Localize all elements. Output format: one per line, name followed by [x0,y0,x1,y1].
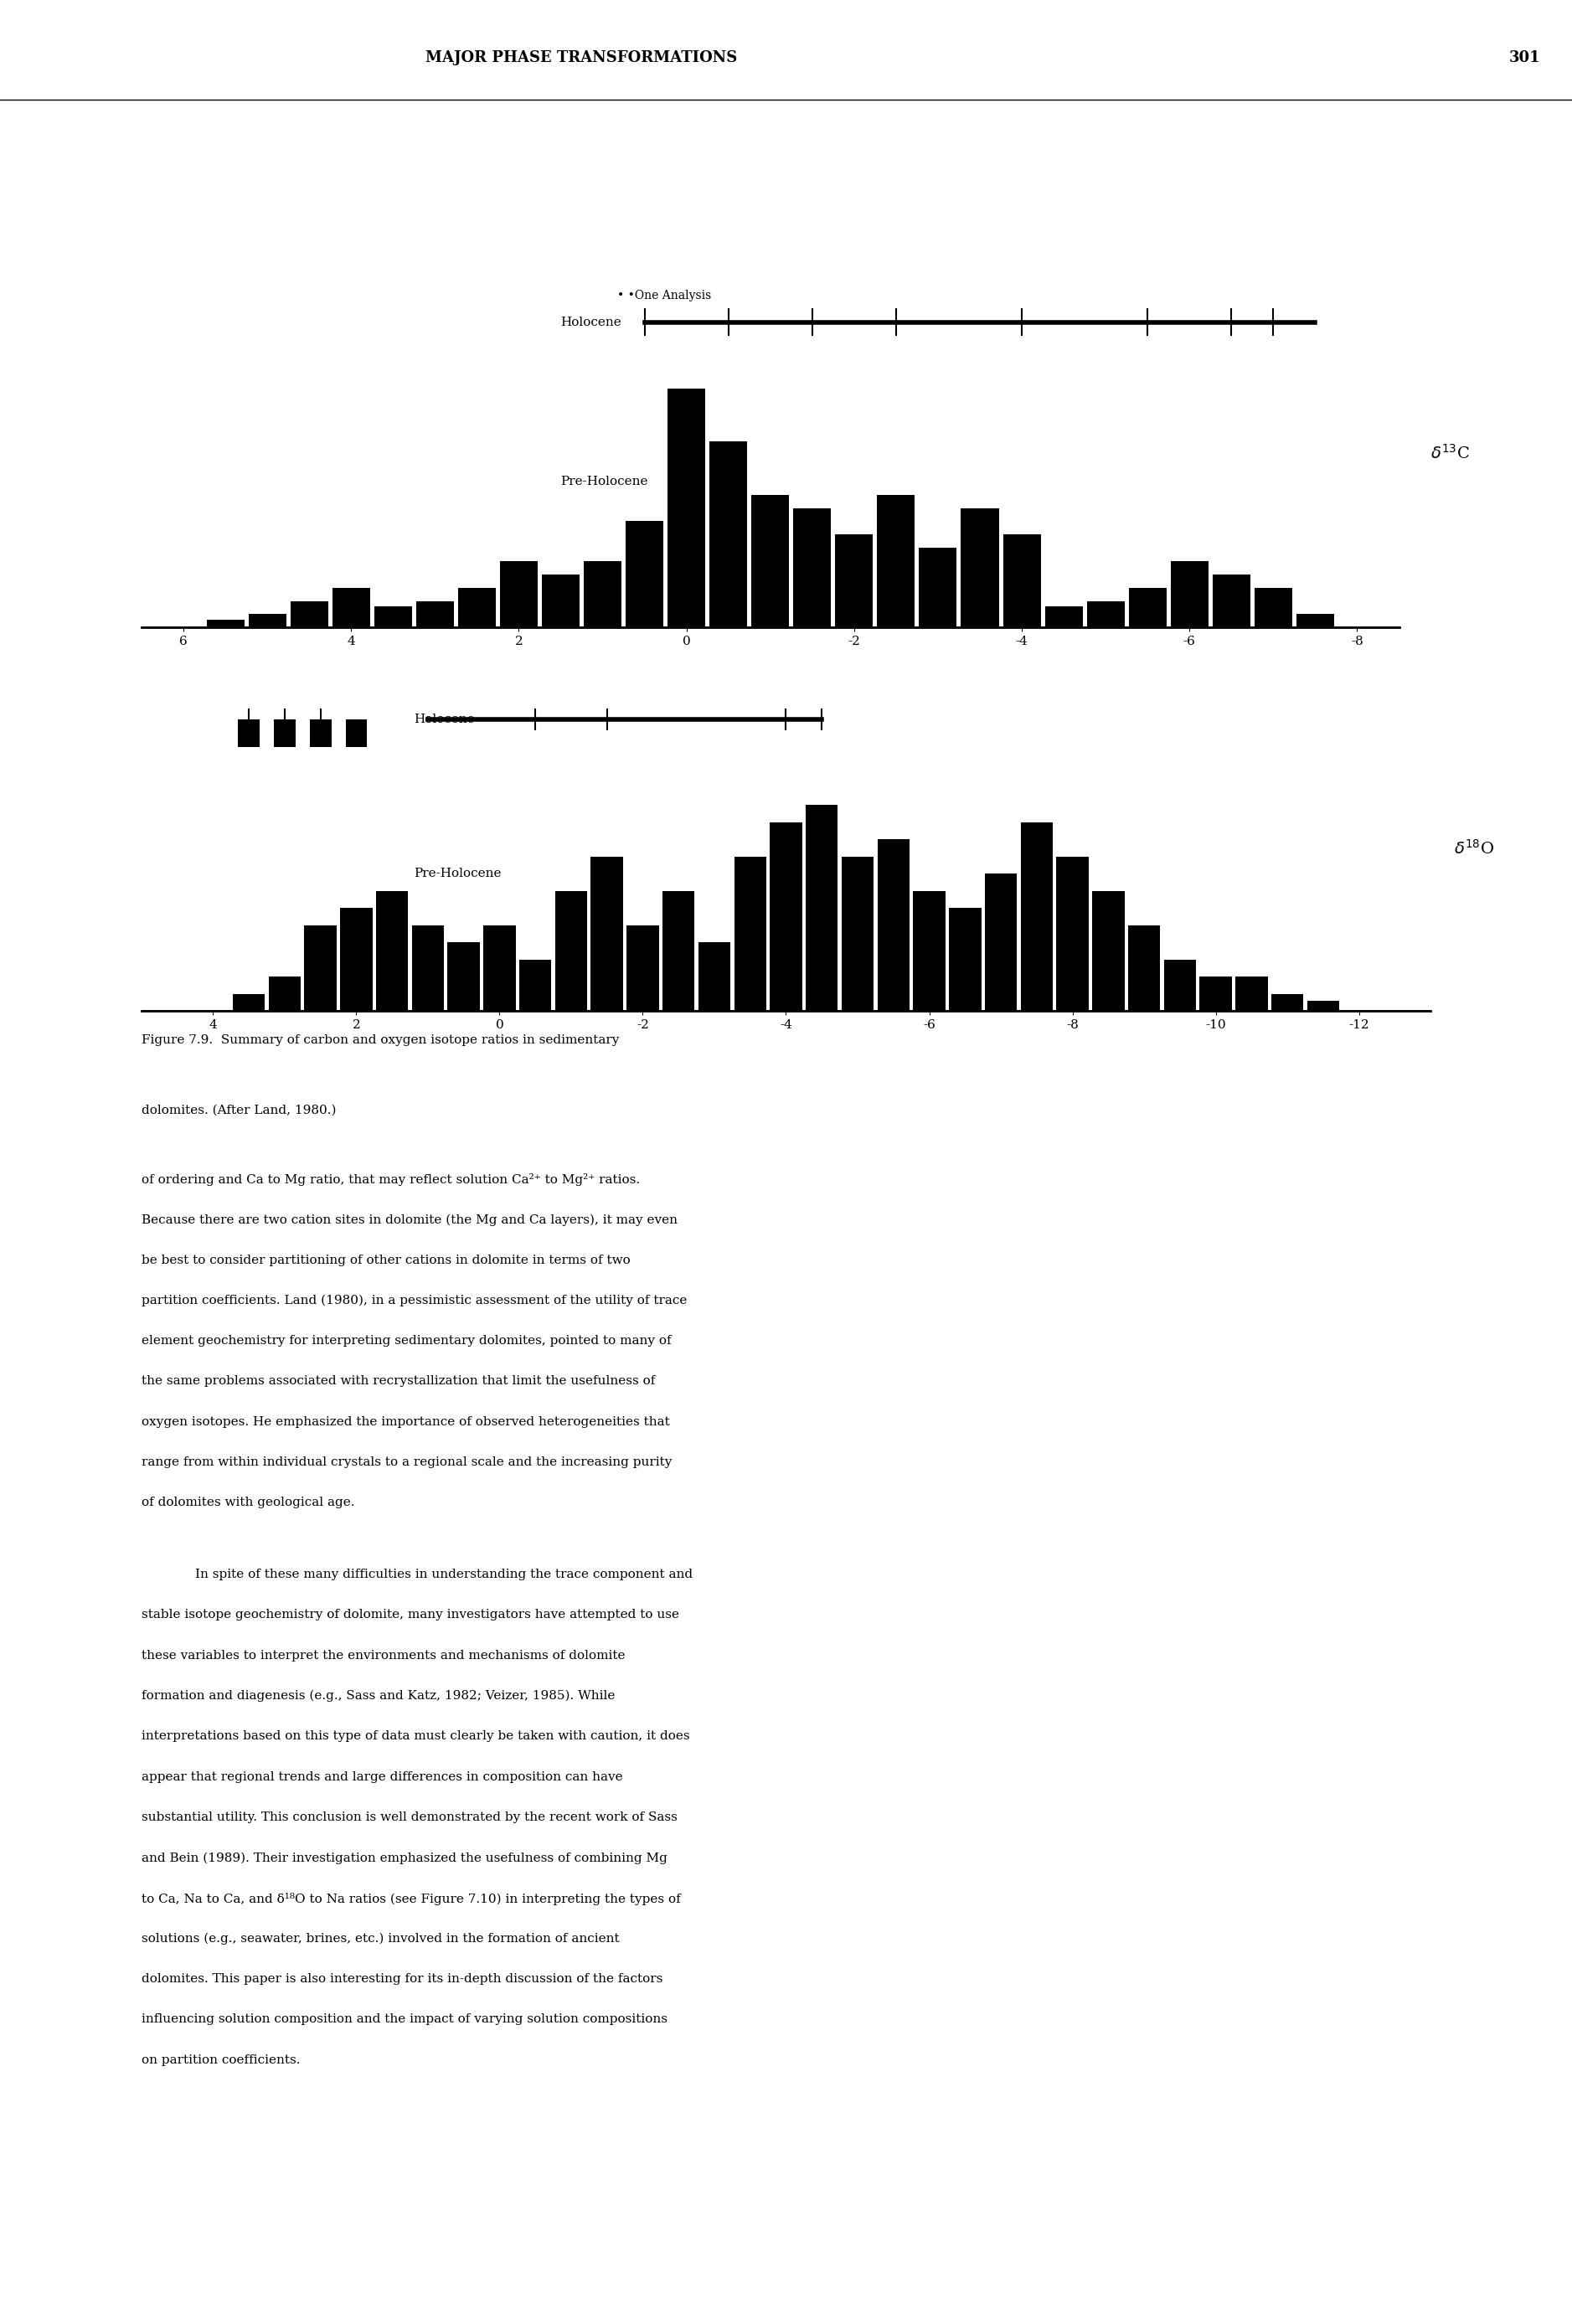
Bar [770,823,802,1011]
Text: to Ca, Na to Ca, and δ¹⁸O to Na ratios (see Figure 7.10) in interpreting the typ: to Ca, Na to Ca, and δ¹⁸O to Na ratios (… [141,1892,681,1906]
Bar [984,874,1017,1011]
Text: range from within individual crystals to a regional scale and the increasing pur: range from within individual crystals to… [141,1457,671,1469]
Text: and Bein (1989). Their investigation emphasized the usefulness of combining Mg: and Bein (1989). Their investigation emp… [141,1852,668,1864]
Bar [1093,890,1124,1011]
Text: influencing solution composition and the impact of varying solution compositions: influencing solution composition and the… [141,2013,668,2027]
Bar [340,909,373,1011]
Text: substantial utility. This conclusion is well demonstrated by the recent work of : substantial utility. This conclusion is … [141,1810,678,1822]
Text: Pre-Holocene: Pre-Holocene [413,867,501,878]
Bar [1129,925,1160,1011]
Bar [1163,960,1196,1011]
Bar [734,858,766,1011]
Bar [1272,995,1303,1011]
Bar [1236,976,1267,1011]
Bar [877,495,915,627]
Text: Pre-Holocene: Pre-Holocene [561,476,648,488]
Text: be best to consider partitioning of other cations in dolomite in terms of two: be best to consider partitioning of othe… [141,1255,630,1267]
Bar [1212,574,1250,627]
Bar [457,588,495,627]
Bar [1045,607,1083,627]
Text: oxygen isotopes. He emphasized the importance of observed heterogeneities that: oxygen isotopes. He emphasized the impor… [141,1415,670,1427]
Bar [591,858,623,1011]
Text: MAJOR PHASE TRANSFORMATIONS: MAJOR PHASE TRANSFORMATIONS [426,51,737,65]
Bar [1086,602,1124,627]
Bar [274,720,296,746]
Bar [627,925,659,1011]
Bar [412,925,443,1011]
Bar [248,614,286,627]
Text: of dolomites with geological age.: of dolomites with geological age. [141,1497,355,1508]
Bar [841,858,874,1011]
Text: stable isotope geochemistry of dolomite, many investigators have attempted to us: stable isotope geochemistry of dolomite,… [141,1608,679,1620]
Bar [1171,560,1209,627]
Bar [1003,535,1041,627]
Bar [1020,823,1053,1011]
Bar [310,720,332,746]
Text: • •One Analysis: • •One Analysis [618,290,712,302]
Text: solutions (e.g., seawater, brines, etc.) involved in the formation of ancient: solutions (e.g., seawater, brines, etc.)… [141,1934,619,1945]
Text: $\delta^{13}$C: $\delta^{13}$C [1431,444,1470,462]
Bar [668,388,706,627]
Bar [949,909,981,1011]
Bar [1297,614,1335,627]
Text: interpretations based on this type of data must clearly be taken with caution, i: interpretations based on this type of da… [141,1731,690,1743]
Bar [835,535,872,627]
Bar [920,548,957,627]
Bar [376,890,409,1011]
Bar [1254,588,1292,627]
Bar [519,960,552,1011]
Bar [1306,1002,1339,1011]
Bar [877,839,910,1011]
Text: dolomites. This paper is also interesting for its in-depth discussion of the fac: dolomites. This paper is also interestin… [141,1973,663,1985]
Bar [1129,588,1166,627]
Text: appear that regional trends and large differences in composition can have: appear that regional trends and large di… [141,1771,623,1783]
Bar [233,995,266,1011]
Text: partition coefficients. Land (1980), in a pessimistic assessment of the utility : partition coefficients. Land (1980), in … [141,1294,687,1306]
Bar [542,574,580,627]
Bar [698,941,731,1011]
Bar [206,621,244,627]
Text: element geochemistry for interpreting sedimentary dolomites, pointed to many of: element geochemistry for interpreting se… [141,1334,671,1348]
Bar [794,509,832,627]
Bar [291,602,329,627]
Text: Holocene: Holocene [413,713,475,725]
Bar [239,720,259,746]
Text: dolomites. (After Land, 1980.): dolomites. (After Land, 1980.) [141,1104,336,1116]
Text: formation and diagenesis (e.g., Sass and Katz, 1982; Veizer, 1985). While: formation and diagenesis (e.g., Sass and… [141,1690,615,1701]
Bar [332,588,369,627]
Bar [583,560,621,627]
Bar [806,804,838,1011]
Text: $\delta^{18}$O: $\delta^{18}$O [1454,839,1495,858]
Bar [1056,858,1088,1011]
Bar [346,720,366,746]
Bar [751,495,789,627]
Bar [1199,976,1232,1011]
Text: Because there are two cation sites in dolomite (the Mg and Ca layers), it may ev: Because there are two cation sites in do… [141,1213,678,1227]
Text: these variables to interpret the environments and mechanisms of dolomite: these variables to interpret the environ… [141,1650,626,1662]
Bar [500,560,538,627]
Bar [305,925,336,1011]
Bar [626,521,663,627]
Text: Holocene: Holocene [561,316,621,328]
Bar [709,442,747,627]
Bar [913,890,945,1011]
Bar [484,925,516,1011]
Bar [448,941,479,1011]
Text: 301: 301 [1509,51,1541,65]
Bar [960,509,998,627]
Bar [662,890,695,1011]
Text: on partition coefficients.: on partition coefficients. [141,2054,300,2066]
Bar [269,976,300,1011]
Text: of ordering and Ca to Mg ratio, that may reflect solution Ca²⁺ to Mg²⁺ ratios.: of ordering and Ca to Mg ratio, that may… [141,1174,640,1185]
Bar [417,602,454,627]
Text: Figure 7.9.  Summary of carbon and oxygen isotope ratios in sedimentary: Figure 7.9. Summary of carbon and oxygen… [141,1034,619,1046]
Bar [555,890,588,1011]
Text: the same problems associated with recrystallization that limit the usefulness of: the same problems associated with recrys… [141,1376,656,1387]
Bar [374,607,412,627]
Text: In spite of these many difficulties in understanding the trace component and: In spite of these many difficulties in u… [195,1569,693,1580]
